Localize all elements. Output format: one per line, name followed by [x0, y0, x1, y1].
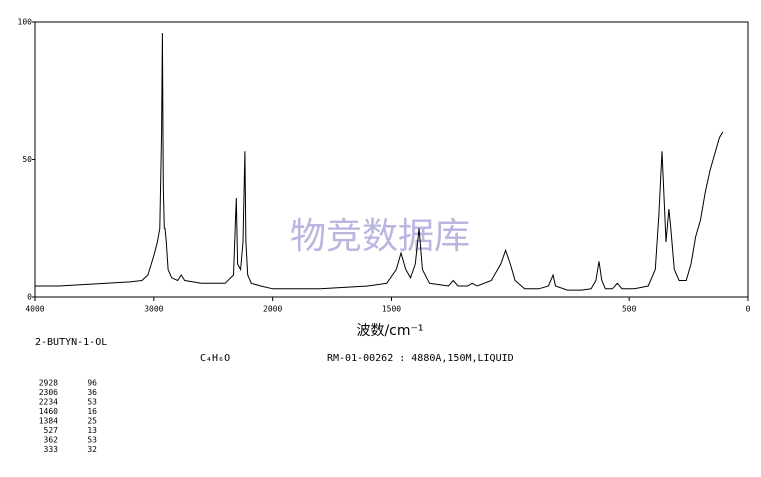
peak-wavenumber: 527: [44, 426, 59, 435]
peak-intensity: 96: [87, 379, 97, 388]
peak-wavenumber: 362: [44, 436, 59, 445]
peak-intensity: 16: [87, 407, 97, 416]
watermark: 物竞数据库: [290, 216, 470, 257]
x-axis-label: 波数/cm⁻¹: [356, 323, 423, 339]
x-tick-label: 3000: [144, 305, 163, 314]
peak-intensity: 32: [87, 445, 97, 454]
y-tick-label: 100: [18, 18, 33, 27]
peak-intensity: 36: [87, 388, 97, 397]
peak-wavenumber: 2306: [39, 388, 58, 397]
peak-intensity: 53: [87, 436, 97, 445]
x-tick-label: 0: [746, 305, 751, 314]
peak-intensity: 13: [87, 426, 97, 435]
x-tick-label: 4000: [25, 305, 44, 314]
y-tick-label: 50: [22, 155, 32, 164]
peak-wavenumber: 1460: [39, 407, 58, 416]
formula: C₄H₆O: [200, 353, 230, 364]
x-tick-label: 1500: [382, 305, 401, 314]
spectrum-line: [35, 32, 724, 291]
measurement-info: RM-01-00262 : 4880A,150M,LIQUID: [327, 353, 514, 364]
x-tick-label: 500: [622, 305, 637, 314]
x-tick-label: 2000: [263, 305, 282, 314]
peak-intensity: 53: [87, 398, 97, 407]
peak-intensity: 25: [87, 417, 97, 426]
peak-wavenumber: 2234: [39, 398, 58, 407]
peak-wavenumber: 333: [44, 445, 59, 454]
peak-wavenumber: 2928: [39, 379, 58, 388]
peak-wavenumber: 1384: [39, 417, 58, 426]
y-tick-label: 0: [27, 293, 32, 302]
compound-name: 2-BUTYN-1-OL: [35, 337, 107, 348]
